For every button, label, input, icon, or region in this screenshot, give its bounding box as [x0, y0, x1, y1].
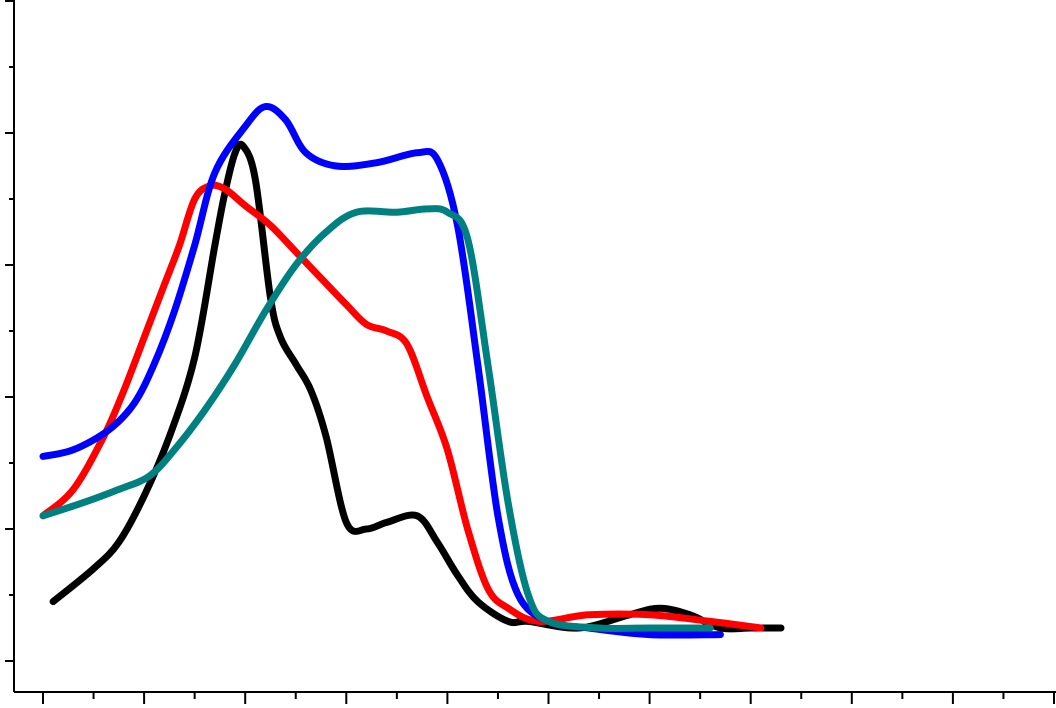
series-line-1: [49, 140, 785, 633]
series-layer: [39, 103, 785, 639]
series-line-3: [39, 103, 724, 639]
axes: [5, 0, 1056, 704]
y-ticks: [5, 0, 14, 662]
series-line-4: [39, 205, 714, 632]
series-line-2: [39, 181, 765, 632]
x-ticks: [42, 692, 1055, 704]
